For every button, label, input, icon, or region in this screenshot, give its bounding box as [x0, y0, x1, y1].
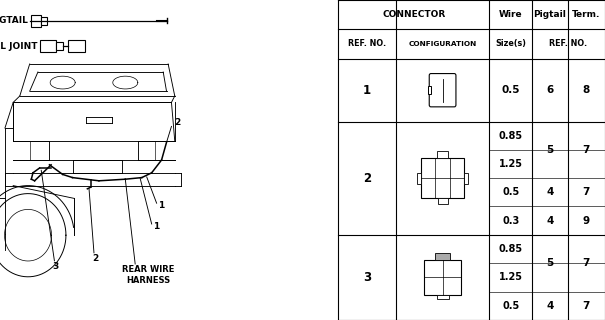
Text: Term.: Term. [572, 10, 601, 19]
Text: 0.85: 0.85 [499, 131, 523, 141]
Text: 7: 7 [583, 145, 590, 155]
Text: 1: 1 [158, 201, 164, 210]
Text: 1: 1 [363, 84, 371, 97]
Bar [437, 151, 448, 158]
Text: CONNECTOR: CONNECTOR [382, 10, 445, 19]
Text: 3: 3 [52, 262, 59, 271]
Text: TERMINAL JOINT: TERMINAL JOINT [0, 42, 38, 51]
Text: 1.25: 1.25 [499, 272, 523, 282]
Text: 5: 5 [546, 258, 554, 268]
Bar [464, 173, 468, 184]
Text: 4: 4 [546, 188, 554, 197]
Text: 1.25: 1.25 [499, 159, 523, 169]
Text: 0.5: 0.5 [502, 301, 519, 311]
Text: 9: 9 [583, 216, 590, 226]
Text: Wire: Wire [499, 10, 523, 19]
Text: 4: 4 [546, 301, 554, 311]
Bar [428, 86, 431, 94]
Text: 5: 5 [546, 145, 554, 155]
Text: 2: 2 [92, 254, 98, 263]
Bar [417, 173, 421, 184]
Bar [434, 253, 451, 260]
Text: 0.3: 0.3 [502, 216, 519, 226]
Text: 0.85: 0.85 [499, 244, 523, 254]
Text: 7: 7 [583, 258, 590, 268]
Text: Pigtail: Pigtail [534, 10, 566, 19]
Bar [68, 40, 85, 52]
FancyBboxPatch shape [429, 74, 456, 107]
Text: 2: 2 [363, 172, 371, 185]
Text: 7: 7 [583, 301, 590, 311]
Bar [39, 40, 56, 52]
Text: PIGTAIL: PIGTAIL [0, 16, 28, 25]
Text: 6: 6 [546, 85, 554, 95]
Bar [424, 260, 461, 295]
Text: 1: 1 [153, 222, 159, 231]
Text: 3: 3 [363, 271, 371, 284]
Text: CONFIGURATION: CONFIGURATION [408, 41, 477, 47]
Bar [56, 43, 64, 50]
Text: Size(s): Size(s) [495, 39, 526, 48]
Bar [421, 158, 464, 198]
Text: REF. NO.: REF. NO. [549, 39, 587, 48]
Text: 0.5: 0.5 [502, 85, 520, 95]
Text: 4: 4 [546, 216, 554, 226]
Bar [31, 15, 41, 27]
Text: 2: 2 [174, 118, 180, 127]
Text: REF. NO.: REF. NO. [348, 39, 386, 48]
Text: 7: 7 [583, 188, 590, 197]
Text: 8: 8 [583, 85, 590, 95]
Bar [437, 198, 448, 204]
Text: REAR WIRE
HARNESS: REAR WIRE HARNESS [122, 265, 175, 285]
Text: 0.5: 0.5 [502, 188, 519, 197]
Bar [437, 295, 449, 300]
Bar [41, 17, 47, 25]
